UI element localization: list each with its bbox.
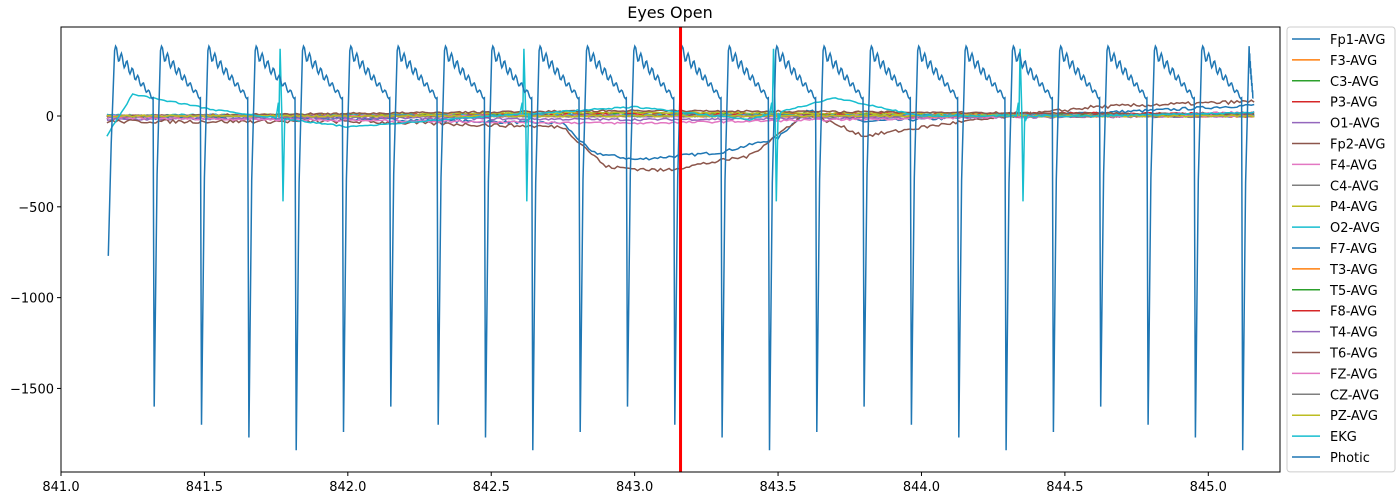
x-tick-label: 844.5: [1046, 480, 1083, 495]
legend-entry: FZ-AVG: [1330, 367, 1378, 382]
legend-box: [1286, 26, 1396, 473]
legend-entry: O2-AVG: [1330, 221, 1380, 236]
legend-entry: CZ-AVG: [1330, 388, 1379, 403]
legend: Fp1-AVG F3-AVG C3-AVG P3-AVG O1-AVG Fp2-AVG F4…: [1286, 26, 1396, 473]
legend-entry: F3-AVG: [1330, 54, 1377, 69]
y-tick-label: −1000: [10, 292, 54, 307]
x-tick-label: 844.0: [903, 480, 940, 495]
legend-entry: PZ-AVG: [1330, 409, 1378, 424]
x-tick-label: 841.0: [42, 480, 79, 495]
y-tick-label: −500: [18, 201, 54, 216]
y-tick-label: 0: [46, 110, 54, 125]
legend-entry: Fp1-AVG: [1330, 33, 1385, 48]
x-tick-label: 842.0: [329, 480, 366, 495]
legend-entry: T3-AVG: [1329, 263, 1378, 278]
legend-entry: C3-AVG: [1330, 75, 1379, 90]
x-axis: 841.0 841.5 842.0 842.5 843.0 843.5 844.0 844.5…: [42, 472, 1227, 495]
legend-entry: T5-AVG: [1329, 284, 1378, 299]
x-tick-label: 841.5: [186, 480, 223, 495]
x-tick-label: 842.5: [473, 480, 510, 495]
legend-entry: P3-AVG: [1330, 96, 1378, 111]
legend-entry: Fp2-AVG: [1330, 138, 1385, 153]
series-line-photic: [107, 43, 1254, 451]
legend-entry: F4-AVG: [1330, 158, 1377, 173]
plot-frame: [60, 26, 1281, 473]
legend-entry: T4-AVG: [1329, 326, 1378, 341]
chart-title: Eyes Open: [627, 3, 713, 22]
legend-entry: Photic: [1330, 451, 1370, 466]
y-axis: 0 −500 −1000 −1500: [10, 110, 61, 397]
legend-entry: P4-AVG: [1330, 200, 1378, 215]
x-tick-label: 843.0: [616, 480, 653, 495]
legend-entry: EKG: [1330, 430, 1357, 445]
legend-entry: F8-AVG: [1330, 305, 1377, 320]
legend-entry: F7-AVG: [1330, 242, 1377, 257]
legend-entry: O1-AVG: [1330, 117, 1380, 132]
legend-entry: T6-AVG: [1329, 347, 1378, 362]
legend-entry: C4-AVG: [1330, 179, 1379, 194]
y-tick-label: −1500: [10, 382, 54, 397]
x-tick-label: 845.0: [1190, 480, 1227, 495]
x-tick-label: 843.5: [759, 480, 796, 495]
